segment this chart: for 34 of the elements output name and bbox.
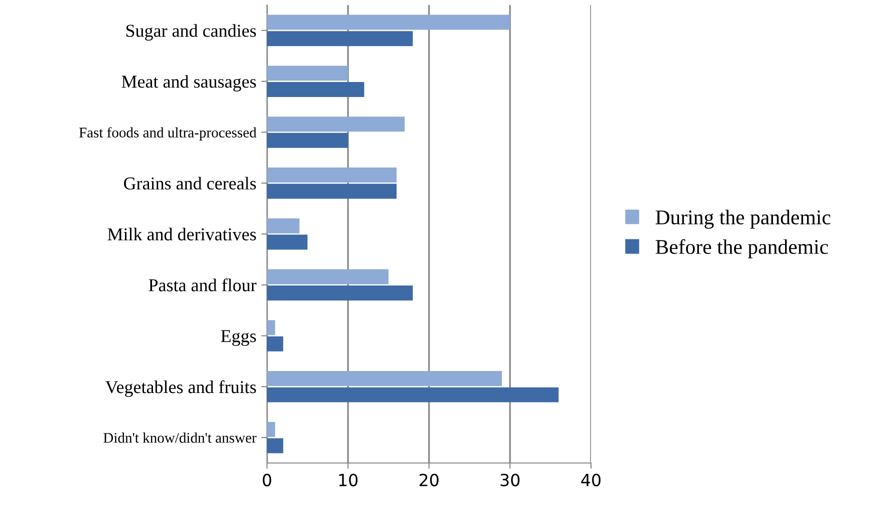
bar (267, 14, 510, 30)
y-tick-label: Pasta and flour (148, 278, 256, 292)
bar (267, 320, 276, 336)
bar (267, 184, 397, 199)
bar (267, 218, 300, 234)
bar (267, 269, 388, 284)
y-tick-label: Milk and derivatives (108, 228, 256, 240)
y-tick-label: Meat and sausages (122, 75, 256, 92)
bar (267, 387, 559, 402)
legend-label: During the pandemic (656, 210, 830, 229)
x-tick-label: 30 (500, 474, 520, 486)
x-tick-label: 10 (339, 474, 358, 486)
bar (267, 371, 502, 386)
x-tick-label: 0 (262, 474, 272, 486)
x-tick-label: 20 (420, 474, 438, 486)
y-tick-label: Vegetables and fruits (105, 380, 256, 397)
y-tick-label: Eggs (220, 330, 256, 346)
bar (267, 82, 364, 97)
y-tick-label: Sugar and candies (126, 24, 256, 41)
y-tick-label: Grains and cereals (124, 176, 256, 190)
bar (267, 31, 413, 46)
y-tick-label: Fast foods and ultra-processed (79, 127, 256, 140)
bar (267, 286, 413, 301)
bar (267, 66, 348, 81)
legend-label: Before the pandemic (656, 239, 828, 258)
bar (267, 336, 284, 352)
bar (267, 116, 405, 132)
x-tick-label: 40 (581, 474, 600, 486)
bar (267, 132, 348, 148)
bar (267, 422, 276, 437)
bar (267, 167, 397, 182)
y-tick-label: Didn't know/didn't answer (104, 432, 256, 443)
bar (267, 438, 284, 454)
bar (267, 234, 308, 250)
